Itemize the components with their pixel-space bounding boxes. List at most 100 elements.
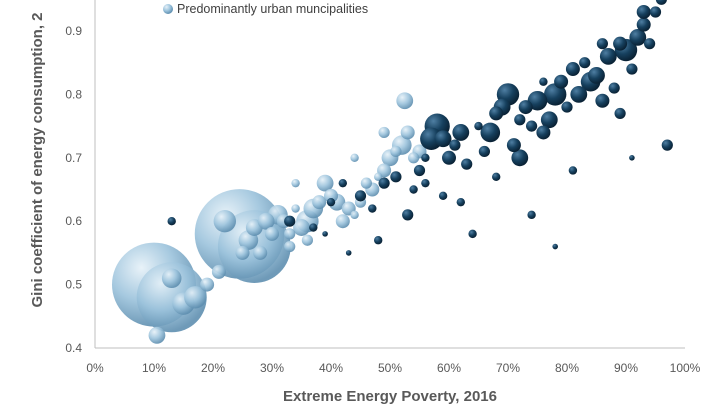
- data-point: [518, 100, 533, 115]
- data-point: [649, 6, 662, 18]
- data-point: [579, 57, 591, 69]
- y-axis-title: Gini coefficient of energy consumption, …: [29, 12, 46, 307]
- data-point-urban: [390, 145, 402, 158]
- data-point: [309, 223, 318, 232]
- y-tick-label: 0.5: [65, 278, 82, 292]
- data-point: [468, 229, 477, 239]
- data-point: [636, 4, 651, 19]
- data-point-urban: [301, 234, 313, 246]
- data-point-urban: [335, 214, 350, 229]
- data-point: [354, 190, 367, 202]
- y-tick-label: 0.6: [65, 214, 82, 228]
- data-point: [596, 38, 609, 50]
- x-tick-label: 100%: [670, 361, 701, 375]
- data-point: [167, 217, 176, 226]
- data-point: [629, 28, 647, 46]
- data-point-urban: [396, 92, 414, 110]
- data-point: [608, 82, 620, 94]
- data-point: [421, 178, 430, 188]
- data-point: [474, 121, 483, 131]
- data-point: [636, 17, 651, 32]
- x-tick-label: 70%: [496, 361, 520, 375]
- data-point: [561, 101, 573, 113]
- data-point: [626, 63, 638, 75]
- data-point: [409, 185, 418, 194]
- data-point: [570, 86, 588, 103]
- x-tick-label: 50%: [378, 361, 402, 375]
- y-tick-label: 0.4: [65, 341, 82, 355]
- data-point: [568, 166, 578, 175]
- x-axis-title: Extreme Energy Poverty, 2016: [283, 388, 497, 405]
- x-tick-label: 80%: [555, 361, 579, 375]
- data-point: [449, 139, 461, 151]
- y-tick-label: 0.8: [65, 87, 82, 101]
- data-point: [511, 149, 529, 167]
- data-point: [480, 122, 501, 143]
- data-point: [552, 243, 558, 250]
- data-point-urban: [284, 228, 296, 240]
- data-point-urban: [360, 177, 372, 189]
- data-point: [442, 150, 456, 165]
- data-point-urban: [161, 268, 182, 289]
- data-point: [478, 145, 490, 158]
- data-point: [655, 0, 667, 5]
- legend-marker-urban: [163, 4, 173, 14]
- data-point-urban: [235, 245, 250, 260]
- data-point: [613, 36, 628, 51]
- data-point: [326, 197, 336, 207]
- data-point: [595, 93, 610, 108]
- data-point: [345, 250, 352, 256]
- data-point: [368, 204, 377, 213]
- data-point-urban: [293, 219, 310, 236]
- data-point-urban: [184, 286, 207, 309]
- data-points: [112, 0, 673, 344]
- data-point-urban: [211, 264, 226, 279]
- data-point-urban: [148, 326, 166, 344]
- data-point-urban: [200, 277, 215, 292]
- y-tick-label: 0.7: [65, 151, 82, 165]
- data-point-urban: [213, 210, 236, 233]
- data-point-urban: [324, 188, 338, 203]
- data-point: [527, 90, 548, 111]
- data-point: [413, 164, 426, 177]
- data-point-urban: [312, 195, 327, 210]
- legend-label-urban: Predominantly urban muncipalities: [177, 2, 368, 16]
- data-point: [338, 178, 347, 188]
- data-point-urban: [350, 210, 359, 220]
- y-tick-labels: 0.4 0.5 0.6 0.7 0.8 0.9: [65, 24, 82, 355]
- x-tick-label: 30%: [260, 361, 284, 375]
- data-point-urban: [350, 153, 359, 162]
- data-point: [489, 106, 504, 121]
- axes: [94, 0, 685, 349]
- data-point: [661, 139, 673, 151]
- data-point: [322, 231, 328, 237]
- data-point: [539, 77, 548, 86]
- data-point: [614, 107, 626, 120]
- x-tick-labels: 0% 10% 20% 30% 40% 50% 60% 70% 80% 90% 100%: [86, 361, 700, 375]
- data-point: [421, 153, 430, 162]
- data-point: [540, 111, 558, 129]
- data-point-urban: [374, 172, 383, 182]
- data-point-urban: [378, 126, 390, 139]
- x-tick-label: 40%: [319, 361, 343, 375]
- data-point: [527, 210, 536, 220]
- data-point: [514, 114, 526, 126]
- x-tick-label: 60%: [437, 361, 461, 375]
- x-tick-label: 90%: [614, 361, 638, 375]
- data-point: [629, 155, 635, 161]
- data-point: [402, 209, 414, 221]
- data-point-urban: [265, 226, 279, 241]
- data-point-urban: [408, 152, 420, 164]
- data-point: [456, 197, 465, 207]
- data-point: [544, 83, 567, 106]
- data-point: [644, 38, 656, 50]
- data-point: [452, 124, 470, 141]
- data-point: [374, 236, 383, 245]
- data-point: [554, 74, 569, 89]
- data-point: [390, 171, 402, 183]
- data-point: [526, 120, 538, 132]
- data-point-urban: [316, 174, 334, 192]
- data-point-urban: [136, 262, 207, 333]
- data-point: [492, 172, 501, 182]
